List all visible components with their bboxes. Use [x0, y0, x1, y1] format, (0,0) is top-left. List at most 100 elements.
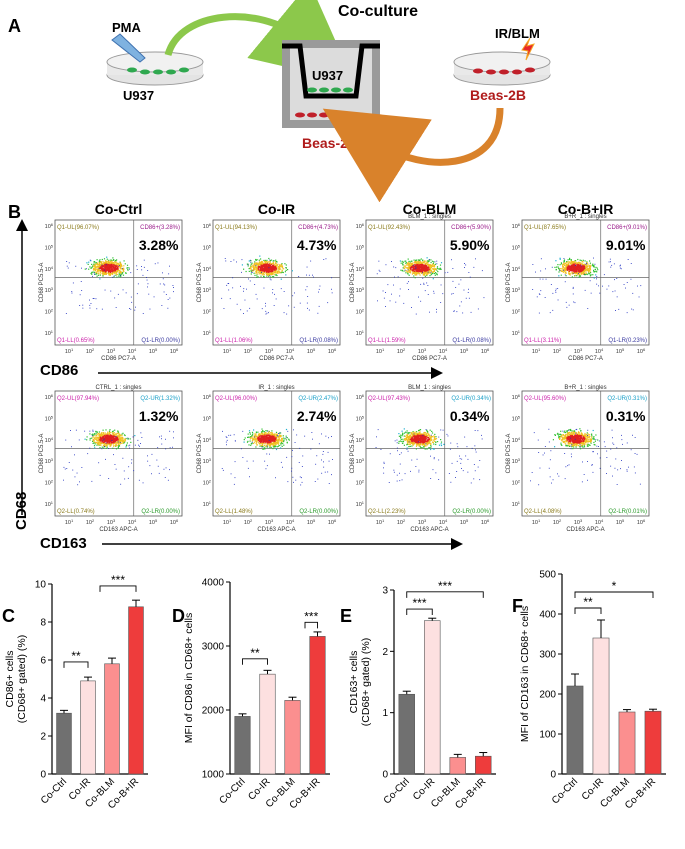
plot-frame — [54, 390, 183, 517]
significance-stars: ** — [71, 649, 81, 663]
cd68-axis-label: CD68 — [13, 492, 30, 530]
axis-ticks: 101 102 103 104 105 106 101 102 103 104 105 106 — [45, 393, 179, 526]
y-tick-label: 200 — [539, 690, 556, 701]
bar-co-ctrl — [56, 712, 72, 775]
bar-co-ctrl — [398, 693, 415, 775]
y-tick-label: 101 — [203, 500, 212, 508]
y-tick-label: 102 — [356, 479, 365, 487]
y-tick-label: 106 — [203, 393, 212, 401]
group-title: Co-BLM — [403, 201, 457, 217]
x-tick-label: 105 — [307, 347, 316, 355]
y-axis-title: CD68 PC5.5-A — [197, 263, 203, 303]
cd86-flow-plot: Co-IR Q1-UL(94.13%) CD86+(4.73%) Q1-LL(1.06… — [197, 201, 341, 362]
significance-stars: * — [612, 579, 617, 593]
cell-cloud — [375, 428, 483, 484]
cell-cloud — [221, 255, 333, 315]
x-tick-label: 101 — [223, 347, 232, 355]
panel-letter: E — [340, 606, 352, 626]
x-tick-label: 105 — [616, 518, 625, 526]
x-tick-label: Co-Ctrl — [39, 776, 69, 806]
bar-co-ir — [424, 620, 441, 775]
u937-left-label: U937 — [123, 88, 154, 103]
y-tick-label: 106 — [45, 393, 54, 401]
quadrant-lr-label: Q2-LR(0.00%) — [452, 509, 491, 515]
quadrant-ul-label: Q2-UL(95.60%) — [524, 396, 566, 402]
bar-chart-panel-f: F 0 100 200 300 400 500 MFI of CD163 in CD68+ c… — [512, 570, 666, 811]
cd163-flow-plot: B+R_1 : singles Q2-UL(95.60%) Q2-UR(0.31%)… — [506, 385, 650, 533]
cd163-axis-label: CD163 — [40, 535, 87, 552]
panel-letter: F — [512, 596, 523, 616]
quadrant-ul-label: Q2-UL(96.00%) — [215, 396, 257, 402]
bar-co-ir — [80, 680, 96, 775]
y-tick-label: 101 — [512, 500, 521, 508]
y-tick-label: 3000 — [202, 642, 225, 653]
quadrant-lr-label: Q1-LR(0.08%) — [452, 338, 491, 344]
x-tick-label: 105 — [149, 347, 158, 355]
x-tick-label: 103 — [107, 347, 116, 355]
y-tick-label: 500 — [539, 570, 556, 581]
quadrant-ur-label: Q2-UR(0.34%) — [451, 396, 491, 402]
x-tick-label: 103 — [418, 347, 427, 355]
y-tick-label: 4000 — [202, 578, 225, 589]
bar-co-ir — [592, 637, 610, 775]
beas-dish — [453, 51, 551, 86]
x-tick-label: 104 — [439, 347, 448, 355]
y-axis-title: CD68 PC5.5-A — [197, 434, 203, 474]
x-tick-label: 106 — [170, 347, 179, 355]
y-axis-label: MFI of CD86 in CD68+ cells — [183, 613, 195, 743]
quadrant-ur-label: CD86+(9.01%) — [607, 225, 647, 231]
quadrant-ur-label: CD86+(5.90%) — [451, 225, 491, 231]
y-tick-label: 104 — [512, 436, 521, 444]
x-tick-label: 102 — [553, 347, 562, 355]
y-tick-label: 300 — [539, 650, 556, 661]
x-tick-label: 106 — [637, 347, 646, 355]
y-axis-title: CD68 PC5.5-A — [506, 263, 512, 303]
cd163-flow-plot: CTRL_1 : singles Q2-UL(97.94%) Q2-UR(1.32%… — [39, 385, 183, 533]
bar-co-b-ir — [128, 606, 144, 775]
x-axis-title: CD86 PC7-A — [568, 356, 603, 362]
lightning-icon — [521, 37, 535, 61]
significance-stars: ** — [583, 595, 593, 609]
plot-frame — [212, 219, 341, 346]
significance-stars: *** — [304, 609, 318, 623]
cell-cloud — [532, 257, 642, 314]
y-tick-label: 3 — [382, 586, 388, 597]
y-tick-label: 1 — [382, 708, 388, 719]
cell-cloud — [530, 428, 641, 486]
x-axis-title: CD86 PC7-A — [101, 356, 136, 362]
significance-bracket: ** — [242, 646, 268, 665]
x-tick-label: 106 — [170, 518, 179, 526]
y-tick-label: 104 — [45, 436, 54, 444]
y-tick-label: 102 — [203, 308, 212, 316]
x-tick-label: 101 — [65, 347, 74, 355]
quadrant-ur-label: Q2-UR(2.47%) — [298, 396, 338, 402]
x-tick-label: 101 — [376, 518, 385, 526]
x-tick-label: 105 — [307, 518, 316, 526]
x-axis-title: CD163 APC-A — [410, 527, 448, 533]
bar-chart-panel-e: E 0 1 2 3 CD163+ cells(CD68+ gated) (%) Co-Ctr… — [340, 579, 496, 811]
y-tick-label: 103 — [45, 457, 54, 465]
quadrant-ul-label: Q1-UL(92.43%) — [368, 225, 410, 231]
y-tick-label: 8 — [40, 618, 46, 629]
significance-stars: *** — [438, 579, 452, 593]
y-tick-label: 2 — [40, 732, 46, 743]
y-tick-label: 106 — [512, 222, 521, 230]
panel-a: A Co-culture PMA U937 — [8, 0, 551, 203]
y-tick-label: 400 — [539, 610, 556, 621]
x-tick-label: 106 — [328, 347, 337, 355]
quadrant-ll-label: Q1-LL(1.59%) — [368, 338, 406, 344]
axis-ticks: 101 102 103 104 105 106 101 102 103 104 105 106 — [512, 222, 646, 355]
y-tick-label: 103 — [45, 286, 54, 294]
panel-b-letter: B — [8, 202, 21, 222]
positive-percent: 0.34% — [450, 408, 490, 424]
y-axis-label: CD86+ cells(CD68+ gated) (%) — [4, 635, 28, 723]
y-tick-label: 104 — [203, 436, 212, 444]
y-tick-label: 0 — [382, 770, 388, 781]
x-tick-label: 103 — [265, 518, 274, 526]
y-tick-label: 101 — [45, 329, 54, 337]
y-tick-label: 105 — [203, 414, 212, 422]
positive-percent: 5.90% — [450, 237, 490, 253]
x-tick-label: 103 — [574, 518, 583, 526]
